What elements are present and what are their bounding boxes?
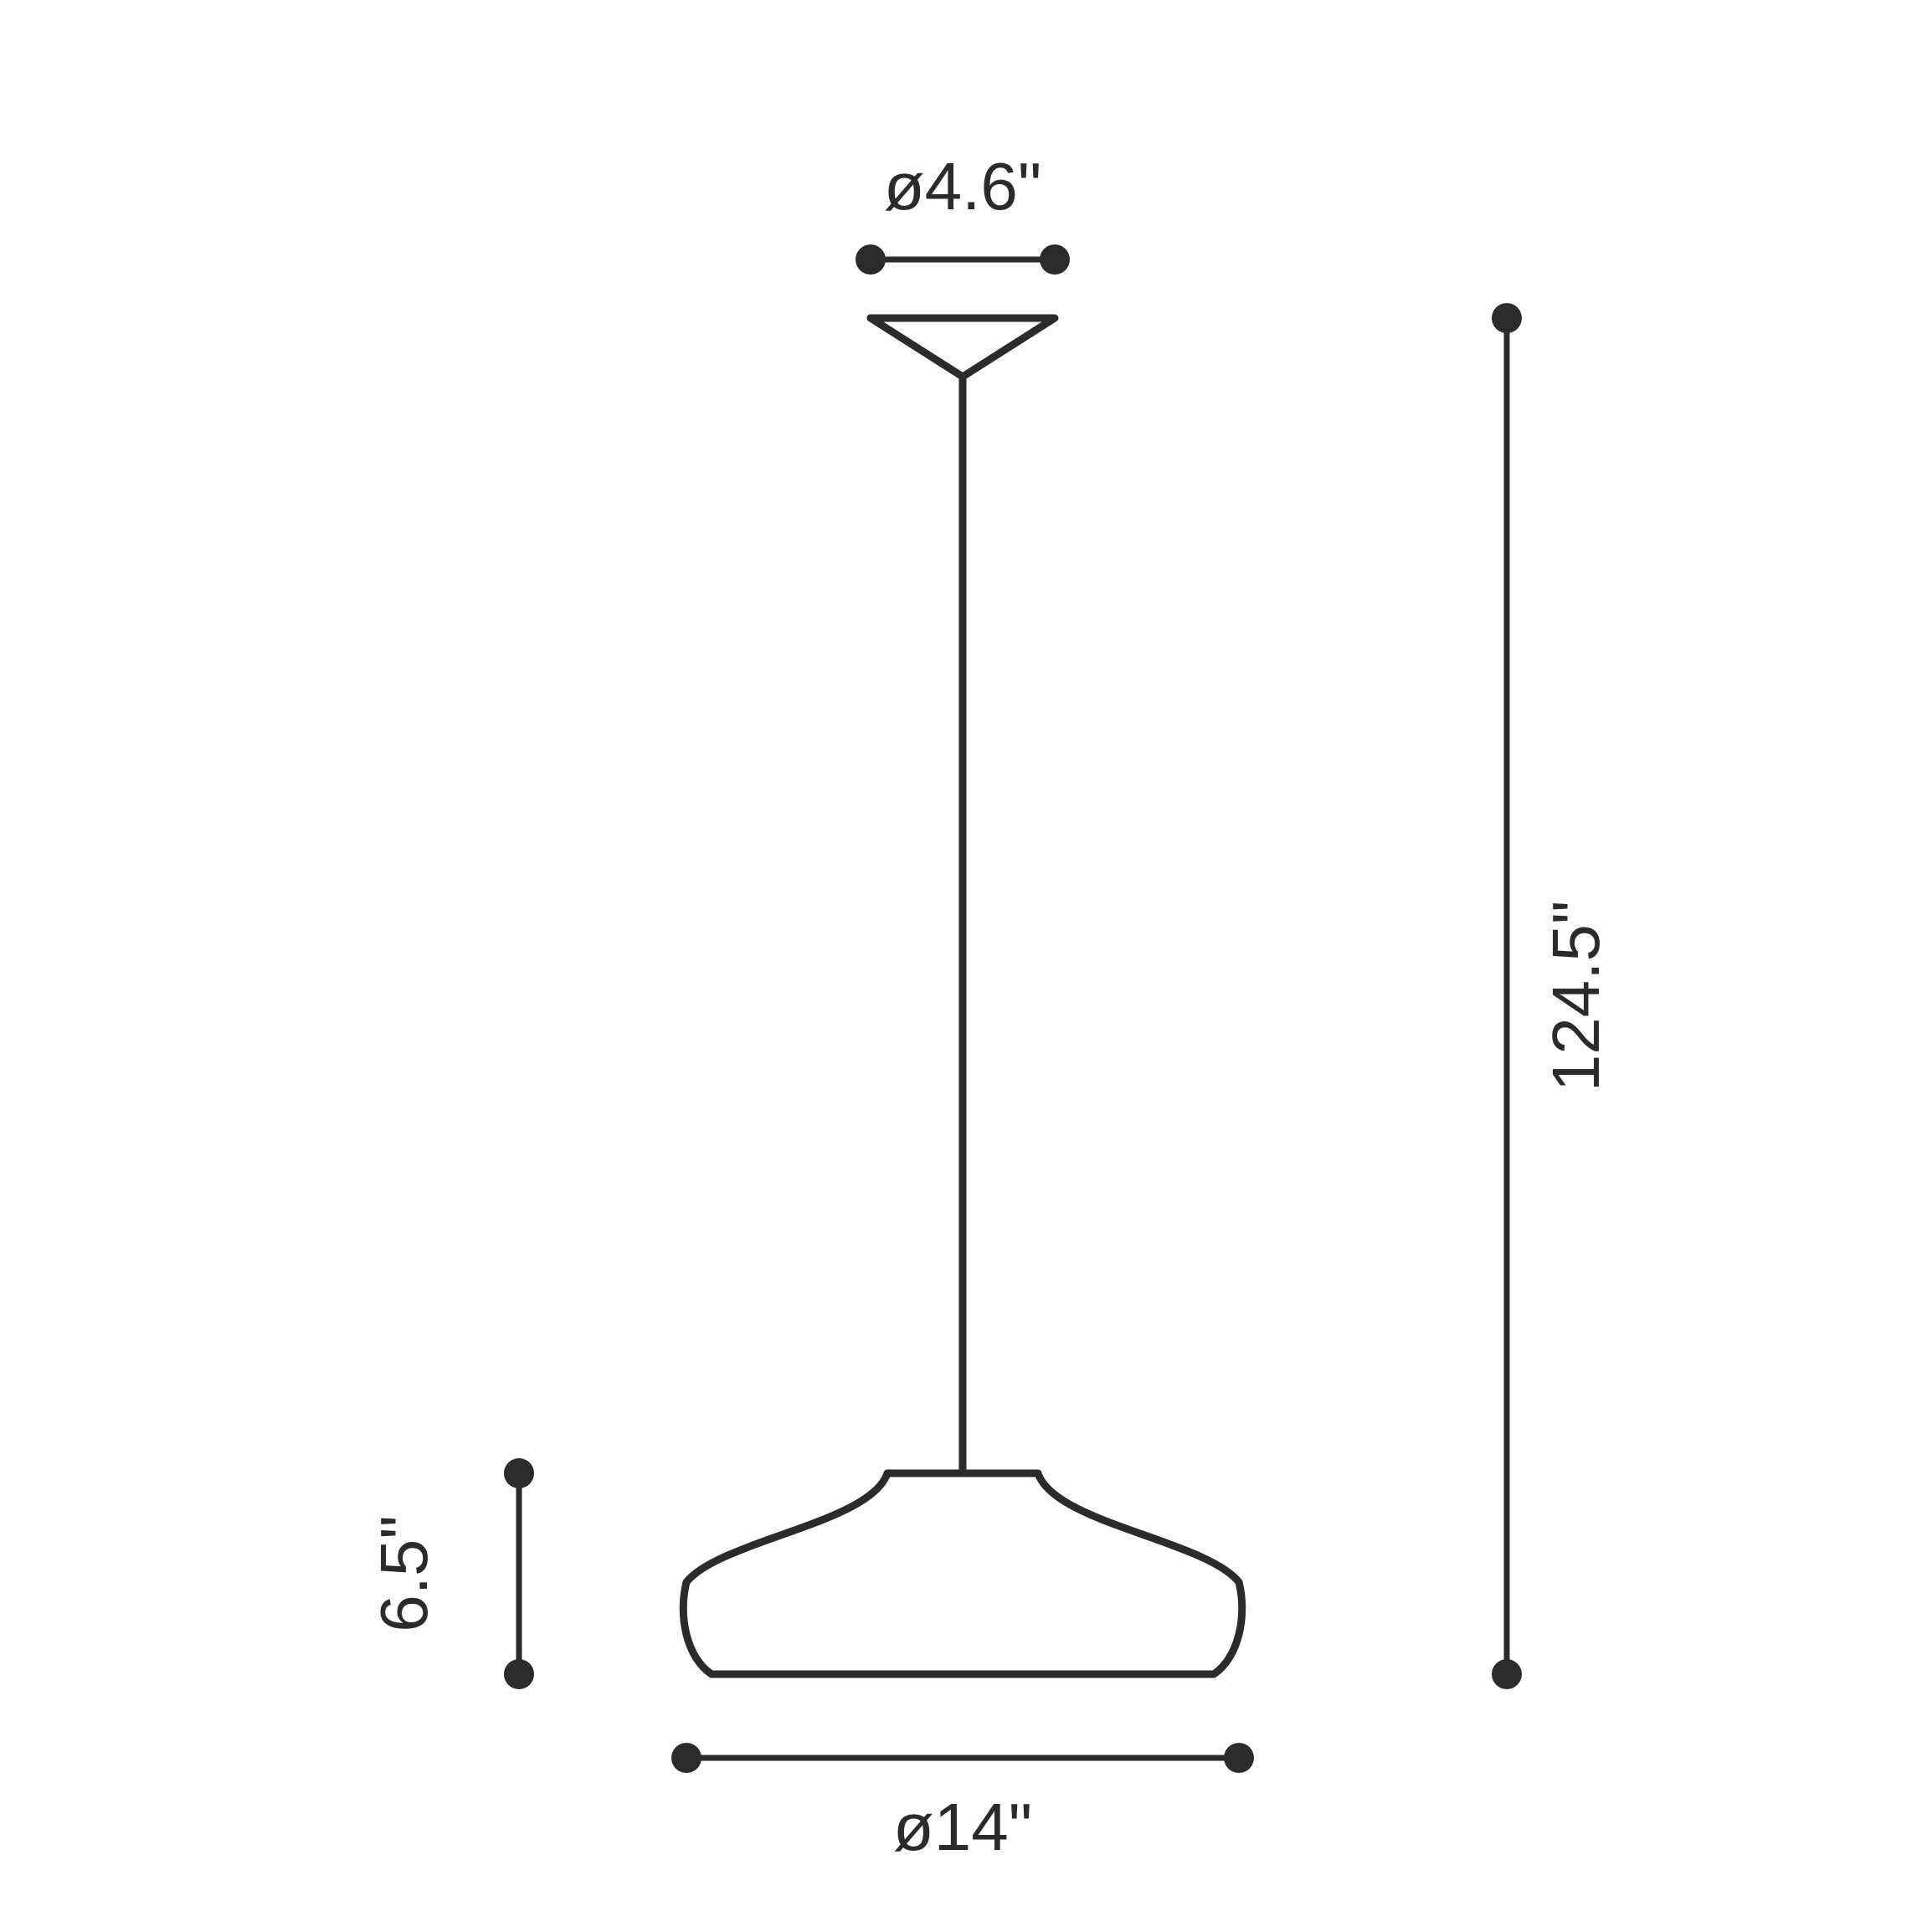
pendant-lamp-diagram: ø4.6" 124.5" 6.5" ø14" [0,0,1932,1932]
dim-shade-diameter: ø14" [671,1743,1254,1864]
canopy-diameter-label: ø4.6" [884,149,1041,224]
dim-shade-height: 6.5" [367,1458,534,1689]
dim-canopy-diameter: ø4.6" [856,149,1070,275]
shade-height-label: 6.5" [367,1515,441,1632]
dim-total-height: 124.5" [1492,303,1613,1689]
shade-diameter-label: ø14" [893,1790,1032,1864]
shade-outline [683,1473,1242,1674]
total-height-label: 124.5" [1539,901,1613,1092]
canopy-outline [871,318,1055,377]
